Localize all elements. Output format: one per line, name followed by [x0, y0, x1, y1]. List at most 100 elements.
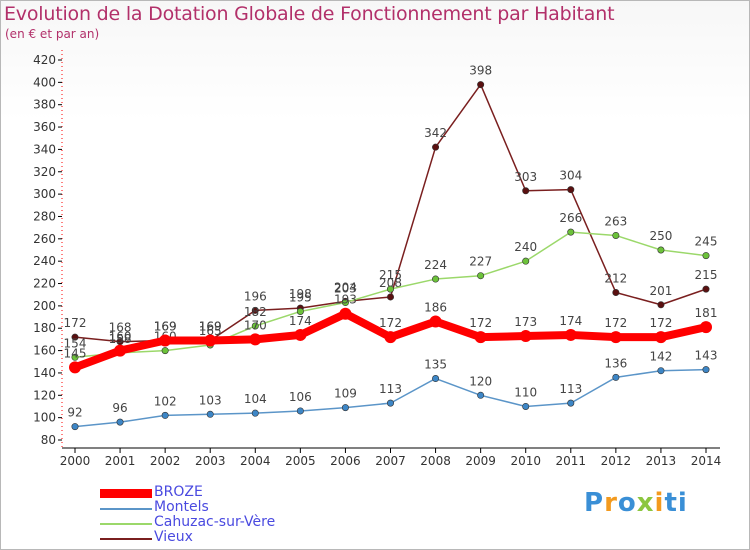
- data-label-broze: 174: [289, 314, 312, 328]
- data-label-vieux: 342: [424, 126, 447, 140]
- data-point-broze: [204, 334, 217, 347]
- data-label-montels: 110: [514, 385, 537, 399]
- y-tick-label: 260: [33, 232, 56, 246]
- data-point-montels: [567, 399, 575, 407]
- x-tick-label: 2002: [150, 454, 181, 468]
- data-point-cahuzac-sur-v-re: [251, 322, 259, 330]
- data-point-cahuzac-sur-v-re: [612, 231, 620, 239]
- legend-swatch-vieux: [100, 538, 152, 540]
- data-point-cahuzac-sur-v-re: [702, 252, 710, 260]
- y-tick-label: 120: [33, 388, 56, 402]
- data-point-montels: [161, 411, 169, 419]
- data-label-vieux: 212: [604, 271, 627, 285]
- data-point-montels: [251, 409, 259, 417]
- y-tick-label: 340: [33, 142, 56, 156]
- data-label-montels: 104: [244, 392, 267, 406]
- data-label-vieux: 215: [695, 268, 718, 282]
- y-tick-label: 420: [33, 53, 56, 67]
- x-tick-label: 2013: [646, 454, 677, 468]
- x-tick-label: 2005: [285, 454, 316, 468]
- data-point-broze: [294, 328, 307, 341]
- data-point-montels: [386, 399, 394, 407]
- y-tick-label: 240: [33, 254, 56, 268]
- data-label-cahuzac-sur-v-re: 240: [514, 240, 537, 254]
- x-tick-label: 2014: [691, 454, 722, 468]
- data-label-cahuzac-sur-v-re: 224: [424, 258, 447, 272]
- legend-swatch-montels: [100, 508, 152, 510]
- data-label-vieux: 169: [199, 320, 222, 334]
- data-label-vieux: 196: [244, 289, 267, 303]
- data-point-cahuzac-sur-v-re: [161, 347, 169, 355]
- x-tick-label: 2008: [420, 454, 451, 468]
- data-point-vieux: [477, 81, 485, 89]
- data-point-vieux: [612, 288, 620, 296]
- data-label-vieux: 201: [649, 284, 672, 298]
- data-point-broze: [384, 331, 397, 344]
- data-label-montels: 102: [154, 394, 177, 408]
- data-point-cahuzac-sur-v-re: [71, 353, 79, 361]
- data-label-montels: 113: [559, 382, 582, 396]
- data-label-vieux: 168: [109, 321, 132, 335]
- data-point-broze: [474, 331, 487, 344]
- data-label-vieux: 303: [514, 170, 537, 184]
- legend-label-cahuzac: Cahuzac-sur-Vère: [154, 514, 276, 530]
- data-point-cahuzac-sur-v-re: [341, 299, 349, 307]
- data-point-broze: [249, 333, 262, 346]
- data-label-broze: 172: [379, 316, 402, 330]
- y-tick-label: 380: [33, 98, 56, 112]
- data-point-montels: [657, 367, 665, 375]
- data-label-cahuzac-sur-v-re: 263: [604, 214, 627, 228]
- data-label-vieux: 398: [469, 64, 492, 78]
- x-tick-label: 2010: [510, 454, 541, 468]
- data-point-montels: [477, 391, 485, 399]
- data-point-broze: [69, 361, 81, 374]
- proxiti-logo: Proxiti: [584, 488, 688, 518]
- data-point-cahuzac-sur-v-re: [522, 257, 530, 265]
- data-label-montels: 92: [67, 406, 82, 420]
- data-label-montels: 103: [199, 393, 222, 407]
- y-tick-label: 140: [33, 366, 56, 380]
- data-label-broze: 181: [695, 306, 718, 320]
- data-label-montels: 136: [604, 356, 627, 370]
- data-label-cahuzac-sur-v-re: 158: [109, 332, 132, 346]
- data-label-vieux: 208: [379, 276, 402, 290]
- data-label-vieux: 172: [64, 316, 87, 330]
- y-tick-label: 300: [33, 187, 56, 201]
- data-label-cahuzac-sur-v-re: 245: [695, 235, 718, 249]
- data-point-cahuzac-sur-v-re: [567, 228, 575, 236]
- data-label-cahuzac-sur-v-re: 154: [64, 336, 87, 350]
- legend-swatch-broze: [100, 489, 152, 498]
- x-tick-label: 2001: [105, 454, 136, 468]
- data-point-broze: [339, 307, 352, 320]
- chart-subtitle: (en € et par an): [5, 27, 100, 41]
- x-tick-label: 2004: [240, 454, 271, 468]
- data-point-montels: [522, 402, 530, 410]
- data-label-montels: 120: [469, 374, 492, 388]
- data-point-cahuzac-sur-v-re: [386, 285, 394, 293]
- data-point-montels: [341, 404, 349, 412]
- y-tick-label: 320: [33, 165, 56, 179]
- data-label-cahuzac-sur-v-re: 227: [469, 255, 492, 269]
- data-label-broze: 145: [64, 346, 87, 360]
- data-label-montels: 135: [424, 358, 447, 372]
- y-tick-label: 360: [33, 120, 56, 134]
- data-label-broze: 170: [244, 318, 267, 332]
- y-tick-label: 100: [33, 411, 56, 425]
- data-point-montels: [71, 423, 79, 431]
- data-label-broze: 169: [199, 320, 222, 334]
- data-point-broze: [654, 331, 667, 344]
- data-label-montels: 109: [334, 387, 357, 401]
- data-point-vieux: [702, 285, 710, 293]
- data-point-broze: [564, 328, 577, 341]
- series-line-vieux: [74, 83, 707, 343]
- data-label-broze: 160: [109, 330, 132, 344]
- data-point-cahuzac-sur-v-re: [296, 307, 304, 315]
- data-point-vieux: [386, 293, 394, 301]
- data-point-vieux: [567, 186, 575, 194]
- data-point-vieux: [657, 301, 665, 309]
- data-label-montels: 113: [379, 382, 402, 396]
- data-point-broze: [609, 331, 622, 344]
- y-tick-label: 200: [33, 299, 56, 313]
